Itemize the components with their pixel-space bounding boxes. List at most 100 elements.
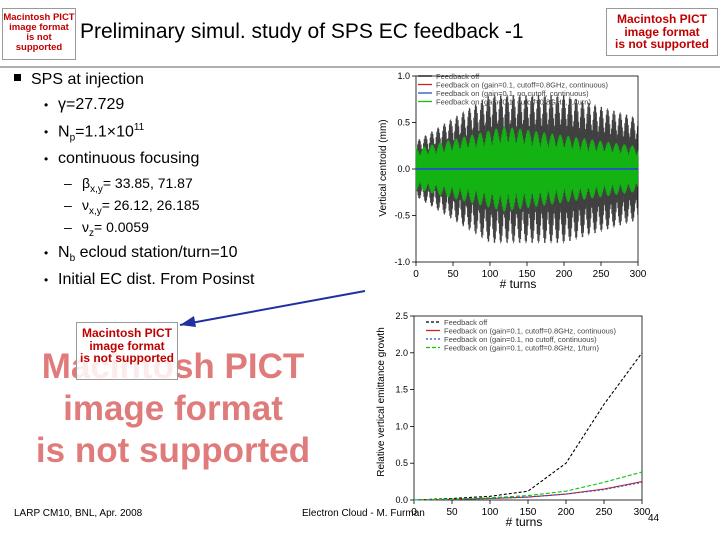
chart1-y-tick-label: -1.0 — [394, 257, 410, 267]
chart1-legend-label: Feedback on (gain=0.1, cutoff=0.8GHz, 1/… — [436, 98, 591, 107]
nu-value: = 26.12, 26.185 — [101, 197, 200, 213]
emittance-growth-chart: 0 50 100 150 200 250 300 2.5 2.0 1.5 1.0 0.5 0.0 Fee… — [376, 311, 651, 529]
dot-bullet-icon: • — [44, 152, 49, 166]
chart2-x-tick-label: 150 — [520, 507, 537, 518]
chart2-x-tick-label: 100 — [482, 507, 499, 518]
bullet-continuous: • continuous focusing — [44, 150, 199, 168]
chart2-y-tick-label: 0.5 — [395, 458, 408, 468]
logo-placeholder-left: Macintosh PICT image format is not suppo… — [2, 8, 76, 60]
chart1-y-tick-label: 1.0 — [397, 71, 410, 81]
bullet-initial: • Initial EC dist. From Posinst — [44, 271, 255, 289]
nb-label: N — [58, 244, 70, 261]
header-divider — [0, 66, 720, 68]
chart1-x-tick-label: 100 — [482, 269, 499, 280]
footer-center: Electron Cloud - M. Furman — [302, 508, 425, 519]
chart1-x-tick-label: 300 — [630, 269, 647, 280]
bullet-text: continuous focusing — [58, 150, 200, 167]
bullet-gamma: • γ=27.729 — [44, 96, 124, 114]
chart1-x-tick-label: 250 — [593, 269, 610, 280]
bullet-text: SPS at injection — [31, 71, 144, 88]
nb-subscript: b — [69, 253, 76, 265]
bullet-nuz: – νz= 0.0059 — [64, 219, 149, 239]
bullet-nu: – νx,y= 26.12, 26.185 — [64, 197, 199, 217]
dash-bullet-icon: – — [64, 197, 72, 213]
pointer-arrow — [179, 290, 366, 327]
bullet-beta: – βx,y= 33.85, 71.87 — [64, 175, 193, 195]
beta-symbol: β — [82, 175, 91, 191]
chart1-y-axis-label: Vertical centroid (mm) — [378, 119, 389, 216]
chart2-y-axis-label: Relative vertical emittance growth — [376, 327, 387, 477]
chart1-legend-label: Feedback on (gain=0.1, no cutoff, contin… — [436, 89, 589, 98]
chart1-x-tick-label: 50 — [447, 269, 459, 280]
np-label: N — [58, 123, 70, 141]
chart2-series — [413, 352, 643, 501]
chart2-x-tick-label: 300 — [634, 507, 651, 518]
page-title: Preliminary simul. study of SPS EC feedb… — [80, 20, 524, 43]
np-subscript: p — [69, 132, 76, 144]
gamma-value: =27.729 — [66, 96, 125, 113]
chart2-legend-label: Feedback on (gain=0.1, cutoff=0.8GHz, co… — [444, 327, 617, 336]
gamma-symbol: γ — [58, 96, 66, 113]
bullet-np: • Np=1.1×1011 — [44, 122, 144, 144]
footer-left: LARP CM10, BNL, Apr. 2008 — [14, 508, 143, 519]
nu-symbol: ν — [82, 219, 89, 235]
dash-bullet-icon: – — [64, 175, 72, 191]
chart2-y-tick-label: 0.0 — [395, 495, 408, 505]
chart2-series-0 — [413, 352, 643, 501]
np-value: =1.1 — [75, 123, 107, 141]
dot-bullet-icon: • — [44, 98, 49, 112]
pict-line: is not supported — [35, 431, 311, 470]
chart2-series-3 — [413, 471, 643, 501]
chart1-y-tick-label: 0.0 — [397, 164, 410, 174]
np-exponent: 11 — [133, 122, 145, 133]
chart2-x-axis-label: # turns — [506, 515, 543, 529]
nu-subscript: x,y — [89, 205, 102, 217]
chart2-series-1 — [413, 481, 643, 501]
chart1-series-feedback-1perturn — [415, 126, 639, 212]
nuz-subscript: z — [89, 227, 94, 239]
chart1-legend-label: Feedback on (gain=0.1, cutoff=0.8GHz, co… — [436, 81, 609, 90]
square-bullet-icon — [14, 74, 21, 82]
chart2-axes: 0 50 100 150 200 250 300 2.5 2.0 1.5 1.0 0.5 0.0 — [395, 311, 650, 518]
chart2-legend-label: Feedback on (gain=0.1, cutoff=0.8GHz, 1/… — [444, 344, 599, 353]
chart1-x-tick-label: 150 — [519, 269, 536, 280]
nuz-value: = 0.0059 — [94, 219, 149, 235]
beta-value: = 33.85, 71.87 — [102, 175, 193, 191]
chart2-legend-label: Feedback off — [444, 318, 488, 327]
pict-line: image format — [63, 389, 283, 428]
vertical-centroid-chart: 0 50 100 150 200 250 300 1.0 0.5 0.0 -0.5 -1.0 Feed… — [378, 71, 647, 290]
chart2-x-tick-label: 50 — [446, 507, 458, 518]
nb-value: ecloud station/turn=10 — [75, 244, 238, 261]
logo-placeholder-right: Macintosh PICT image format is not suppo… — [606, 8, 718, 56]
chart2-x-tick-label: 250 — [596, 507, 613, 518]
bullet-text: Initial EC dist. From Posinst — [58, 271, 255, 288]
chart2-legend-label: Feedback on (gain=0.1, no cutoff, contin… — [444, 335, 597, 344]
chart1-oscillation — [415, 94, 639, 244]
chart2-y-tick-label: 2.5 — [395, 311, 408, 321]
dot-bullet-icon: • — [44, 125, 49, 140]
chart1-x-axis-label: # turns — [500, 277, 537, 290]
pict-placeholder-overlay: Macintosh PICT image format is not suppo… — [76, 322, 178, 380]
page-number: 44 — [648, 513, 660, 524]
dot-bullet-icon: • — [44, 246, 49, 260]
chart1-y-tick-label: 0.5 — [397, 118, 410, 128]
chart2-y-tick-label: 1.0 — [395, 421, 408, 431]
beta-subscript: x,y — [90, 183, 103, 195]
chart1-y-tick-label: -0.5 — [394, 211, 410, 221]
chart1-x-tick-label: 200 — [556, 269, 573, 280]
chart1-legend-label: Feedback off — [436, 72, 480, 81]
chart2-x-tick-label: 200 — [558, 507, 575, 518]
bullet-nb: • Nb ecloud station/turn=10 — [44, 244, 237, 264]
bullet-sps-injection: SPS at injection — [14, 71, 144, 89]
dash-bullet-icon: – — [64, 219, 72, 235]
np-base: 10 — [116, 123, 134, 141]
chart2-x-tick-label: 0 — [411, 507, 417, 518]
chart1-series-feedback-off — [415, 94, 639, 244]
chart1-x-tick-label: 0 — [413, 269, 419, 280]
dot-bullet-icon: • — [44, 273, 49, 287]
nu-symbol: ν — [82, 197, 89, 213]
chart2-y-tick-label: 2.0 — [395, 348, 408, 358]
times-symbol: × — [106, 123, 117, 141]
